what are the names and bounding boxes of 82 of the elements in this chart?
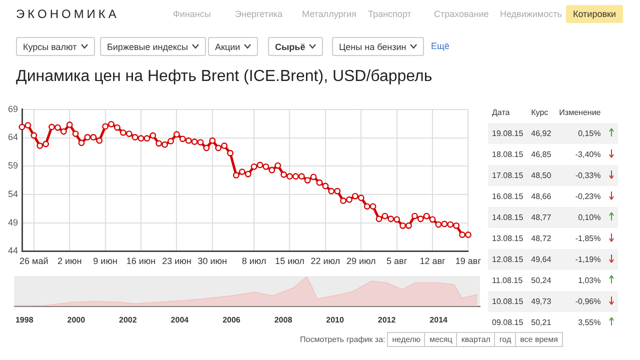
category-label: 10.08.15 — [488, 291, 528, 312]
category-label: 19.08.15 — [488, 123, 528, 144]
text: Дата — [491, 107, 511, 119]
category-label: 12.08.15 — [488, 249, 528, 270]
x-tick-label: 2008 — [274, 315, 293, 324]
x-tick-label: 2006 — [222, 315, 241, 324]
x-tick-label: 15 июл — [275, 256, 304, 266]
y-tick-label: 64 — [8, 132, 18, 142]
x-tick-label: 2002 — [119, 315, 138, 324]
x-tick-label: 5 авг — [386, 256, 408, 266]
text: месяц — [424, 332, 458, 347]
x-tick-label: 2010 — [326, 315, 344, 324]
text: Курсы валют — [16, 37, 95, 56]
data-label: -0,23% — [574, 191, 602, 203]
text: Цены на бензин — [332, 37, 424, 56]
text: Металлургия — [302, 9, 356, 19]
data-label: 3,55% — [577, 317, 602, 329]
x-tick-label: 2004 — [170, 315, 190, 324]
data-label: 50,21 — [530, 317, 552, 329]
data-label: 48,50 — [527, 165, 556, 186]
text: квартал — [456, 332, 496, 347]
x-tick-label: 26 май — [20, 256, 48, 266]
text: все время — [515, 332, 563, 347]
x-tick-label: 16 июн — [126, 256, 156, 266]
text: Финансы — [173, 9, 211, 19]
category-label: 16.08.15 — [491, 191, 524, 203]
category-label: 18.08.15 — [491, 149, 524, 161]
text: Страхование — [434, 9, 489, 19]
data-label: 46,85 — [530, 149, 552, 161]
x-tick-label: 2000 — [67, 315, 86, 324]
text: Акции — [208, 37, 258, 56]
text: Энергетика — [235, 9, 283, 19]
data-label: 48,66 — [530, 191, 552, 203]
x-tick-label: 8 июл — [242, 256, 266, 266]
x-tick-label: 22 июл — [310, 256, 340, 266]
text: Недвижимость — [500, 9, 562, 19]
text: год — [494, 332, 516, 347]
text: Ещё — [431, 41, 450, 51]
category-label: 13.08.15 — [491, 233, 524, 245]
data-label: 50,24 — [530, 275, 552, 287]
data-label: 0,15% — [555, 123, 605, 144]
series-label: Курс — [530, 107, 550, 119]
x-tick-label: 2012 — [378, 315, 396, 324]
y-tick-label: 44 — [8, 246, 18, 256]
text: Посмотреть график за: — [300, 335, 386, 344]
data-label: 49,64 — [527, 249, 556, 270]
y-tick-label: 59 — [8, 160, 18, 171]
data-label: 0,10% — [555, 207, 605, 228]
data-label: -1,19% — [555, 249, 605, 270]
x-tick-label: 19 авг — [455, 256, 482, 266]
data-label: 48,77 — [527, 207, 556, 228]
category-label: 17.08.15 — [488, 165, 528, 186]
text: ЭКОНОМИКА — [16, 7, 120, 21]
text: Транспорт — [368, 9, 412, 19]
x-tick-label: 12 авг — [420, 256, 446, 266]
data-label: -3,40% — [574, 149, 602, 161]
data-label: 48,72 — [530, 233, 552, 245]
data-label: 49,73 — [527, 291, 556, 312]
data-label: -0,96% — [555, 291, 605, 312]
x-tick-label: 1998 — [15, 315, 34, 324]
x-tick-label: 23 июн — [162, 256, 192, 266]
category-label: 11.08.15 — [491, 275, 524, 287]
text: неделю — [387, 332, 426, 347]
category-label: 09.08.15 — [491, 317, 524, 329]
x-tick-label: 9 июн — [93, 256, 118, 266]
text: Котировки — [566, 5, 623, 23]
data-label: -1,85% — [574, 233, 602, 245]
data-label: -0,33% — [555, 165, 605, 186]
chart-title: Динамика цен на Нефть Brent (ICE.Brent), USD/баррель — [16, 68, 432, 86]
data-label: 46,92 — [527, 123, 556, 144]
series-label: Изменение — [558, 107, 602, 119]
x-tick-label: 29 июл — [346, 256, 376, 266]
y-tick-label: 49 — [8, 217, 18, 228]
x-tick-label: 30 июн — [198, 256, 228, 266]
text: Биржевые индексы — [100, 37, 206, 56]
y-tick-label: 54 — [8, 188, 18, 199]
category-label: 14.08.15 — [488, 207, 528, 228]
text: Сырьё — [268, 37, 324, 56]
data-label: 1,03% — [577, 275, 602, 287]
x-tick-label: 2 июн — [57, 256, 82, 266]
x-tick-label: 2014 — [430, 315, 448, 324]
y-tick-label: 69 — [8, 104, 18, 114]
